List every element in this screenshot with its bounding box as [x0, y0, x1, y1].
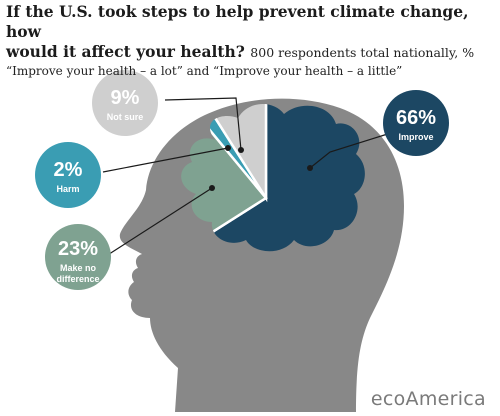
brand-logo-text: ecoAmerica — [370, 388, 486, 410]
leader-dot-harm — [225, 145, 231, 151]
label-improve: Improve — [398, 132, 433, 142]
label-no-difference-line2: difference — [56, 274, 99, 284]
chart-title-line1: If the U.S. took steps to help prevent c… — [6, 2, 469, 41]
pct-not-sure: 9% — [111, 87, 140, 109]
pie-slice-improve — [181, 103, 365, 252]
bubble-improve — [383, 90, 449, 156]
pct-no-difference: 23% — [58, 238, 98, 260]
label-harm: Harm — [56, 184, 79, 194]
label-no-difference-line1: Make no — [60, 263, 97, 273]
leader-line-no-difference — [102, 187, 213, 259]
bubble-harm — [35, 142, 101, 208]
pct-improve: 66% — [396, 107, 436, 129]
leader-dot-not-sure — [238, 147, 244, 153]
chart-subtitle-inline: 800 respondents total nationally, % — [250, 45, 475, 60]
chart-subtitle-line2: “Improve your health – a lot” and “Impro… — [6, 64, 403, 78]
leader-line-harm — [102, 147, 229, 173]
chart-header: If the U.S. took steps to help prevent c… — [6, 2, 496, 79]
leader-dot-no-difference — [209, 185, 215, 191]
leader-line-improve — [309, 131, 395, 169]
leader-lines — [102, 97, 395, 259]
chart-title-line2-row: would it affect your health? 800 respond… — [6, 42, 496, 63]
bubble-no-difference — [45, 224, 111, 290]
bubble-not-sure — [92, 70, 158, 136]
leader-dot-improve — [307, 165, 313, 171]
leader-line-not-sure — [164, 97, 242, 151]
pct-harm: 2% — [54, 159, 83, 181]
label-not-sure: Not sure — [107, 112, 144, 122]
chart-title-line2: would it affect your health? — [6, 42, 245, 61]
